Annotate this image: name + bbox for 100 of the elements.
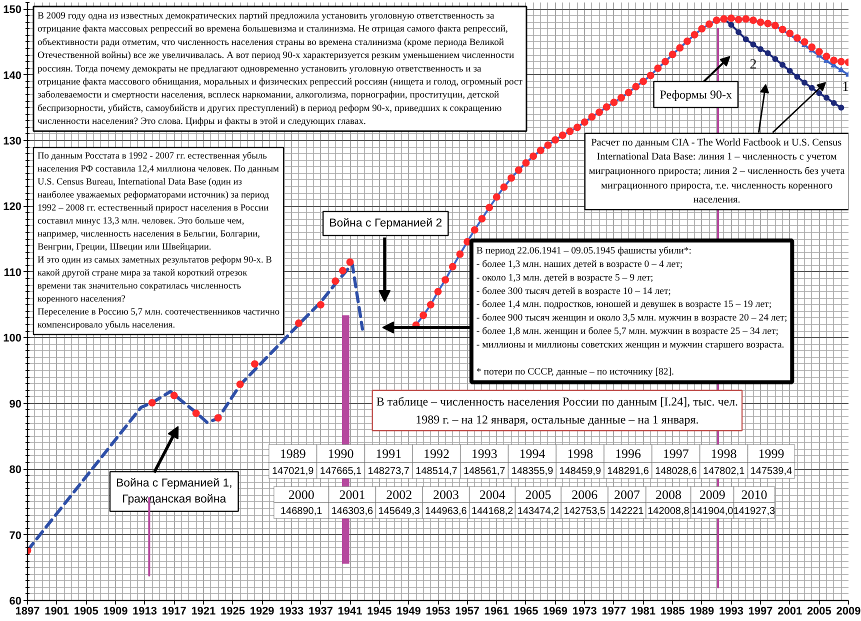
y-tick-label: 130 <box>3 136 22 148</box>
point <box>786 68 793 74</box>
x-tick-label: 1969 <box>543 606 568 618</box>
point <box>838 104 844 111</box>
point <box>780 62 786 68</box>
annotation: 142221 <box>610 506 644 517</box>
point <box>802 80 808 86</box>
y-tick-label: 120 <box>3 201 22 214</box>
annotation: 148514,7 <box>416 466 458 477</box>
x-tick-label: 1933 <box>279 606 304 618</box>
annotation: 1990 <box>328 446 354 461</box>
annotation: 2005 <box>525 487 552 502</box>
annotation: 1989 <box>280 446 306 461</box>
y-tick-label: 150 <box>3 4 22 16</box>
y-tick-label: 90 <box>9 398 22 410</box>
series-label: 2 <box>750 58 757 73</box>
annotation: 148561,7 <box>464 466 506 477</box>
point <box>816 90 822 96</box>
annotation: В таблице – численность населения России по данным [I.24], тыс. чел. 1989 г. – на 12 января, остальные данные – на 1 января. <box>376 394 738 427</box>
annotation: 1997 <box>662 446 690 461</box>
annotation: Реформы 90-х <box>660 88 732 102</box>
annotation: 144963,6 <box>425 506 468 517</box>
point <box>838 66 844 72</box>
annotation: 148028,6 <box>655 466 698 477</box>
annotation: 142753,5 <box>564 506 606 517</box>
x-tick-label: 2005 <box>806 606 832 618</box>
point <box>758 46 764 52</box>
x-tick-label: 1997 <box>748 606 773 618</box>
annotation: 2006 <box>572 487 598 502</box>
annotation: 148459,9 <box>559 466 602 477</box>
x-tick-label: 1921 <box>191 606 216 618</box>
point <box>736 29 742 36</box>
annotation: 2009 <box>699 487 726 502</box>
annotation: 142008,8 <box>648 506 690 517</box>
point <box>764 50 771 56</box>
annotation: 1991 <box>376 446 402 461</box>
text: В 2009 году одна из известных демократических партий предложила установить уголовную ответственность за отрицание факта массовых репрессий во времена большевизма и сталинизма. Не отрицая самого факта репрессий, объективности ради отметим, что численность населения страны во времена сталинизма (кроме периода Великой Отечественной войны) все же увеличивалась. А вот период 90-х характеризуется резким уменьшением численности россиян. Тогда почему демократы не предлагают одновременно установить уголовную ответственность и за отрицание факта массового обнищания, моральных и физических репрессий россиян (нищета и голод, огромный рост заболеваемости и смертности населения, всплеск наркомании, алкоголизма, порнографии, проституции, детской беспризорности, убийств, самоубийств и других преступлений) в период реформ 90-х, приведших к сокращению численности населения? Это слова. Цифры и факты в этой и следующих главах. <box>37 10 522 128</box>
annotation: 2000 <box>288 487 314 502</box>
x-tick-label: 1917 <box>162 606 186 618</box>
x-tick-label: 1913 <box>132 606 158 618</box>
x-tick-label: 1985 <box>660 606 685 618</box>
point <box>742 36 749 42</box>
annotation: 2003 <box>432 487 459 502</box>
x-tick-label: 1941 <box>338 606 362 618</box>
point <box>794 74 800 80</box>
annotation: 2010 <box>741 487 768 502</box>
x-tick-label: 1905 <box>74 606 98 618</box>
x-tick-label: 1929 <box>250 606 274 618</box>
x-tick-label: 1937 <box>308 606 333 618</box>
annotation: 141927,3 <box>733 506 776 517</box>
y-tick-label: 60 <box>9 596 22 608</box>
x-tick-label: 1977 <box>602 606 626 618</box>
annotation: 147802,1 <box>702 466 746 477</box>
annotation: 141904,0 <box>691 506 734 517</box>
point <box>750 42 756 48</box>
annotation: 2008 <box>655 487 682 502</box>
annotation: 148355,9 <box>511 466 554 477</box>
point <box>830 100 837 106</box>
point <box>824 94 830 101</box>
x-tick-label: 1957 <box>455 606 480 618</box>
x-tick-label: 1925 <box>220 606 245 618</box>
x-tick-label: 1989 <box>690 606 714 618</box>
y-tick-label: 110 <box>4 266 22 279</box>
x-tick-label: 2001 <box>778 606 802 618</box>
x-tick-label: 1953 <box>426 606 450 618</box>
annotation: 2004 <box>479 487 506 502</box>
annotation: 2007 <box>614 487 641 502</box>
annotation: 147021,9 <box>272 466 314 477</box>
x-tick-label: 1945 <box>367 606 392 618</box>
x-tick-label: 1981 <box>631 606 656 618</box>
annotation: 1999 <box>758 446 784 461</box>
annotation: 2001 <box>339 487 366 502</box>
x-tick-label: 1993 <box>718 606 744 618</box>
annotation: 1998 <box>567 446 594 461</box>
annotation: 147665,1 <box>320 466 362 477</box>
annotation: 1996 <box>615 446 642 461</box>
x-tick-label: 1901 <box>44 606 70 618</box>
annotation: 2002 <box>386 487 412 502</box>
annotation: Война с Германией 2 <box>329 218 442 230</box>
annotation: 148273,7 <box>368 466 410 477</box>
x-tick-label: 1961 <box>484 606 509 618</box>
point <box>772 56 778 62</box>
x-tick-label: 1897 <box>15 606 40 618</box>
text: По данным Росстата в 1992 - 2007 гг. естественная убыль населения РФ составила 12,4 миллиона человек. По данным U.S. Census Bureau, International Data Base (один из наиболее уважаемых реформаторами источник) за период 1992 – 2008 гг. естественный прирост населения в России составил минус 13,3 млн. человек. Это больше чем, например, численность населения в Бельгии, Болгарии, Венгрии, Греции, Швеции или Швейцарии. И это один из самых заметных результатов реформ 90-х. В какой другой стране мира за такой короткий отрезок времени так значительно сократилась численность коренного населения? Переселение в Россию 5,7 млн. соотечественников частично компенсировало убыль населения. <box>37 152 280 330</box>
annotation: 145649,3 <box>378 506 420 517</box>
annotation: 148291,6 <box>607 466 650 477</box>
annotation: Расчет по данным CIA - The World Factbook и U.S. Census International Data Base: линия 1 – численность с учетом миграционного прироста; линия 2 – численность без учета миграционного прироста, т.е. численность коренного населения. <box>588 137 846 206</box>
y-tick-label: 80 <box>9 464 22 476</box>
annotation: 147539,4 <box>750 466 792 477</box>
annotation: 1998 <box>710 446 737 461</box>
text: В период 22.06.1941 – 09.05.1945 фашисты убили*: - более 1,3 млн. наших детей в возрасте 0 – 4 лет; - около 1,3 млн. детей в возрасте 5 – 9 лет; - более 300 тысяч детей в возрасте 10 – 14 лет; - более 1,4 млн. подростков, юношей и девушек в возрасте 15 – 19 лет; - более 900 тысяч женщин и около 3,5 млн. мужчин в возрасте 20 – 24 лет; - более 1,8 млн. женщин и более 5,7 млн. мужчин в возрасте 25 – 34 лет; - миллионы и миллионы советских женщин и мужчин старшего возраста. * потери по СССР, данные – по источнику [82]. <box>476 246 788 378</box>
annotation: 143474,2 <box>517 506 560 517</box>
x-tick-label: 1973 <box>572 606 597 618</box>
annotation: 1994 <box>519 446 546 461</box>
annotation: 146890,1 <box>280 506 323 517</box>
y-tick-label: 140 <box>3 70 22 82</box>
y-tick-label: 100 <box>3 332 22 345</box>
annotation: 144168,2 <box>472 506 514 517</box>
point <box>808 84 815 91</box>
series-label: 1 <box>842 80 849 95</box>
